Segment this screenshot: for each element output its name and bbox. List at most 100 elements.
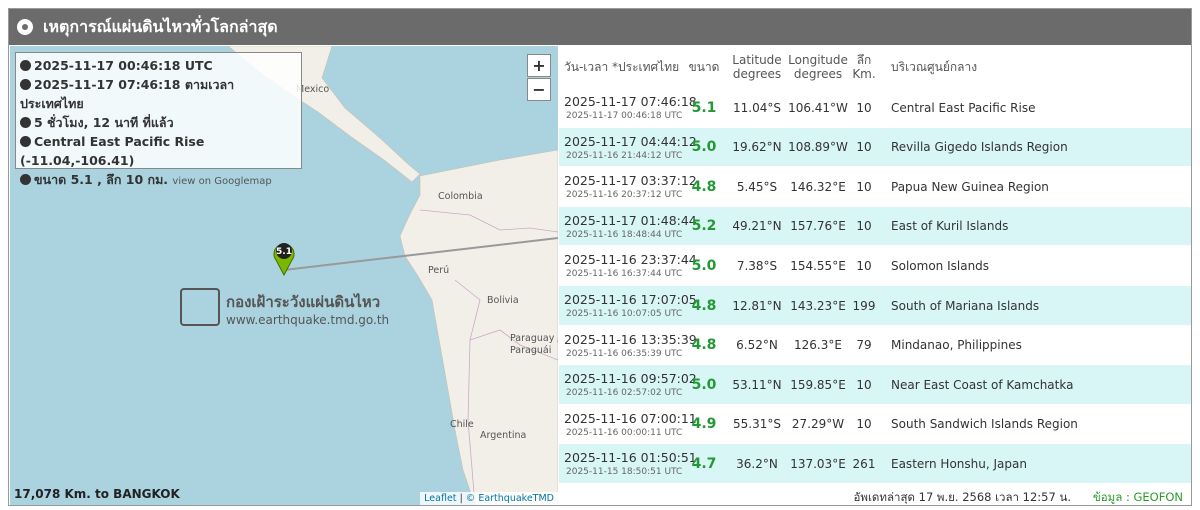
- thai-time: 2025-11-17 01:48:44: [564, 212, 697, 228]
- thai-time: 2025-11-16 23:37:44: [564, 252, 697, 268]
- region: South of Mariana Islands: [891, 298, 1040, 313]
- place-label: Paraguái: [510, 345, 552, 356]
- thai-time: 2025-11-16 01:50:51: [564, 450, 697, 466]
- clock-icon: [20, 79, 31, 90]
- thai-time: 2025-11-17 03:37:12: [564, 173, 697, 189]
- latitude: 11.04°S: [733, 100, 781, 115]
- utc-time: 2025-11-16 21:44:12 UTC: [566, 150, 683, 161]
- country-border: [419, 209, 558, 233]
- zoom-out[interactable]: −: [527, 78, 551, 101]
- info-line: 2025-11-17 00:46:18 UTC: [20, 56, 297, 75]
- header: เหตุการณ์แผ่นดินไหวทั่วโลกล่าสุด: [9, 9, 1191, 45]
- region: Revilla Gigedo Islands Region: [891, 140, 1068, 155]
- magnitude: 4.8: [691, 178, 717, 195]
- info-line: ขนาด 5.1 , ลึก 10 กม. view on Googlemap: [20, 170, 297, 191]
- updated: อัพเดทล่าสุด 17 พ.ย. 2568 เวลา 12:57 น.: [853, 490, 1071, 504]
- longitude: 106.41°W: [788, 100, 848, 115]
- table-row[interactable]: 2025-11-16 13:35:39 2025-11-16 06:35:39 U…: [559, 324, 1191, 365]
- table-row[interactable]: 2025-11-17 01:48:44 2025-11-16 18:48:44 U…: [559, 205, 1191, 246]
- longitude: 137.03°E: [790, 456, 846, 471]
- region: Central East Pacific Rise: [891, 100, 1036, 115]
- column-header: Longitude degrees: [787, 46, 849, 87]
- latitude: 19.62°N: [732, 140, 782, 155]
- longitude: 143.23°E: [790, 298, 846, 313]
- place-label: Paraguay /: [510, 333, 558, 344]
- googlemap-link[interactable]: view on Googlemap: [172, 176, 272, 187]
- magnitude: 4.8: [691, 337, 717, 354]
- latitude: 5.45°S: [736, 179, 778, 194]
- logo-icon: [180, 288, 220, 326]
- info-box: 2025-11-17 00:46:18 UTC 2025-11-17 07:46…: [15, 52, 302, 187]
- latitude: 7.38°S: [736, 258, 778, 273]
- region: South Sandwich Islands Region: [891, 417, 1078, 432]
- info-line: Central East Pacific Rise (-11.04,-106.4…: [20, 132, 297, 170]
- column-header: ลึก Km.: [851, 46, 877, 87]
- region: East of Kuril Islands: [891, 219, 1009, 234]
- header-text: วัน-เวลา *ประเทศไทย: [564, 59, 680, 74]
- place-label: Colombia: [438, 191, 483, 202]
- country-border: [454, 279, 558, 361]
- logo: กองเฝ้าระวังแผ่นดินไหว www.earthquake.tm…: [180, 288, 395, 332]
- table-row[interactable]: 2025-11-16 07:00:11 2025-11-16 00:00:11 U…: [559, 403, 1191, 444]
- latitude: 36.2°N: [736, 456, 778, 471]
- magnitude: 5.0: [691, 257, 717, 274]
- elapsed: 5 ชั่วโมง, 12 นาที ที่แล้ว: [34, 115, 174, 130]
- header-text: ลึก: [856, 52, 872, 67]
- header-text: Latitude: [732, 52, 782, 67]
- info-line: 2025-11-17 07:46:18 ตามเวลาประเทศไทย: [20, 75, 297, 113]
- country-border: [467, 339, 476, 505]
- table-row[interactable]: 2025-11-16 09:57:02 2025-11-16 02:57:02 U…: [559, 364, 1191, 404]
- magnitude: 4.7: [691, 455, 717, 472]
- utc-time: 2025-11-15 18:50:51 UTC: [566, 467, 683, 478]
- latitude: 49.21°N: [732, 219, 782, 234]
- utc-time: 2025-11-16 20:37:12 UTC: [566, 190, 683, 201]
- path-to-bangkok: [283, 237, 558, 271]
- data-source: ข้อมูล : GEOFON: [1092, 490, 1183, 504]
- depth: 199: [852, 298, 876, 313]
- table-row[interactable]: 2025-11-17 07:46:18 2025-11-17 00:46:18 U…: [559, 87, 1191, 127]
- column-header: ขนาด: [687, 46, 721, 87]
- depth: 10: [856, 417, 872, 432]
- depth: 10: [856, 179, 872, 194]
- distance: 17,078 Km. to BANGKOK: [14, 487, 180, 501]
- info-line: 5 ชั่วโมง, 12 นาที ที่แล้ว: [20, 113, 297, 132]
- thai-time: 2025-11-16 09:57:02: [564, 371, 697, 387]
- source-link[interactable]: © EarthquakeTMD: [465, 493, 554, 504]
- magnitude: 5.0: [691, 139, 717, 156]
- zoom-in[interactable]: +: [527, 54, 551, 77]
- table-row[interactable]: 2025-11-16 23:37:44 2025-11-16 16:37:44 U…: [559, 245, 1191, 285]
- place-label: Mexico: [296, 84, 330, 95]
- magnitude: 4.9: [691, 416, 717, 433]
- footer: อัพเดทล่าสุด 17 พ.ย. 2568 เวลา 12:57 น. …: [559, 486, 1191, 506]
- header-text: Km.: [852, 66, 876, 81]
- thai-time: 2025-11-17 07:46:18: [564, 94, 697, 109]
- depth: 10: [856, 258, 872, 273]
- region: Solomon Islands: [891, 258, 990, 273]
- utc-time: 2025-11-16 10:07:05 UTC: [566, 309, 683, 319]
- leaflet-link[interactable]: Leaflet: [424, 493, 457, 504]
- header-text: degrees: [732, 66, 782, 81]
- depth: 10: [856, 140, 872, 155]
- longitude: 154.55°E: [790, 258, 846, 273]
- utc-time: 2025-11-17 00:46:18 UTC: [34, 58, 213, 73]
- latitude: 6.52°N: [736, 338, 778, 353]
- header-text: Longitude: [788, 52, 848, 67]
- table-row[interactable]: 2025-11-16 01:50:51 2025-11-15 18:50:51 U…: [559, 443, 1191, 483]
- utc-time: 2025-11-16 00:00:11 UTC: [566, 427, 683, 438]
- table-row[interactable]: 2025-11-16 17:07:05 2025-11-16 10:07:05 U…: [559, 285, 1191, 325]
- thai-time: 2025-11-16 17:07:05: [564, 292, 697, 307]
- column-header: บริเวณศูนย์กลาง: [891, 46, 1091, 87]
- header-icon: [17, 19, 33, 35]
- place-label: Bolivia: [487, 295, 519, 306]
- place-label: Perú: [428, 265, 450, 276]
- column-header: Latitude degrees: [731, 46, 783, 87]
- region: Near East Coast of Kamchatka: [891, 377, 1074, 392]
- table-row[interactable]: 2025-11-17 04:44:12 2025-11-16 21:44:12 U…: [559, 126, 1191, 167]
- utc-time: 2025-11-17 00:46:18 UTC: [566, 111, 683, 121]
- earthquake-table: วัน-เวลา *ประเทศไทย ขนาด Latitude degrees Lo…: [559, 46, 1191, 486]
- table-row[interactable]: 2025-11-17 03:37:12 2025-11-16 20:37:12 U…: [559, 166, 1191, 206]
- logo-url: www.earthquake.tmd.go.th: [226, 313, 390, 327]
- map[interactable]: 5.1 Mexico Colombia Perú Bolivia Paraguay / P…: [10, 46, 558, 505]
